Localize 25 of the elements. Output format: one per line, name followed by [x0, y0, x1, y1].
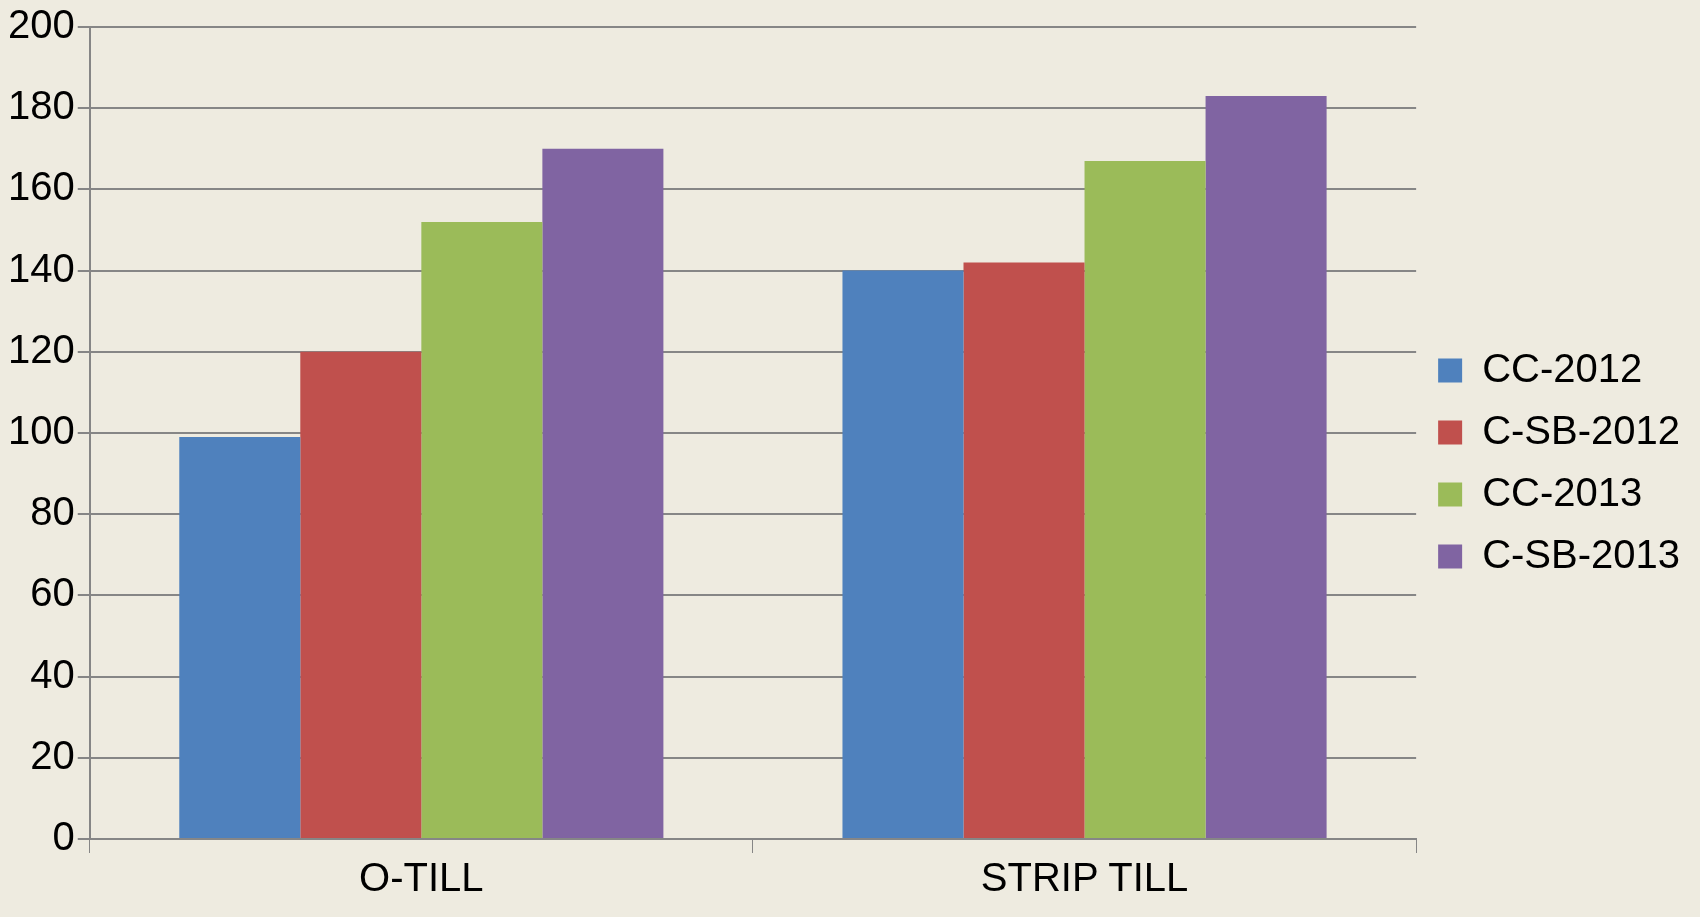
legend-label: C-SB-2012	[1482, 407, 1680, 452]
legend-label: CC-2013	[1482, 469, 1643, 514]
y-tick-label: 80	[30, 489, 75, 534]
y-tick-label: 40	[30, 651, 75, 696]
y-tick-label: 60	[30, 570, 75, 615]
y-tick-label: 140	[7, 245, 75, 290]
y-tick-label: 0	[52, 814, 75, 859]
bar	[421, 221, 543, 838]
bar	[300, 351, 422, 838]
x-tick-label: STRIP TILL	[980, 855, 1189, 900]
y-tick-label: 100	[7, 408, 75, 453]
y-tick-label: 20	[30, 732, 75, 777]
x-tick-label: O-TILL	[359, 855, 484, 900]
y-tick-label: 200	[7, 2, 75, 47]
bar	[1205, 96, 1327, 838]
legend-label: CC-2012	[1482, 345, 1643, 390]
legend-label: C-SB-2013	[1482, 531, 1680, 576]
bar	[542, 148, 664, 838]
bar	[179, 437, 301, 838]
bar	[963, 262, 1085, 838]
bar	[1084, 160, 1206, 838]
y-tick-label: 160	[7, 164, 75, 209]
y-tick-label: 120	[7, 326, 75, 371]
bar	[842, 270, 964, 838]
y-tick-label: 180	[7, 83, 75, 128]
